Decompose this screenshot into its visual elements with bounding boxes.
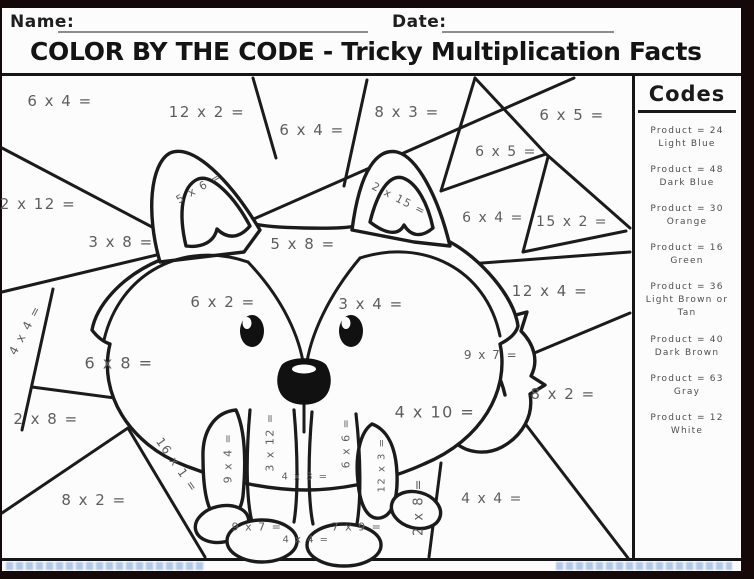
name-label: Name:: [10, 12, 75, 32]
equation-label: 4 x 4 =: [6, 302, 44, 358]
equation-label: 6 x 2 =: [190, 293, 256, 311]
watermark-left: [6, 562, 204, 570]
fox-legs: [245, 408, 362, 526]
fox-right-ear: [350, 149, 452, 248]
equation-label: 4 x 10 =: [394, 402, 476, 422]
equation-label: 9 x 7 =: [463, 348, 519, 362]
equation-label: 6 x 8 =: [84, 353, 154, 373]
equation-label: 6 x 4 =: [279, 121, 345, 139]
date-label: Date:: [392, 12, 447, 32]
equation-label: 16 x 1 =: [153, 434, 201, 496]
code-entry: Product = 48 Dark Blue: [650, 165, 724, 189]
equation-label: 4 x 3 =: [281, 471, 329, 483]
equation-label: 6 x 4 =: [462, 210, 524, 226]
fox-left-foot: [225, 518, 299, 564]
equation-label: 3 x 12 =: [263, 412, 277, 472]
equation-label: 3 x 8 =: [88, 233, 154, 251]
code-entry: Product = 12 White: [650, 412, 724, 436]
code-entry: Product = 30 Orange: [650, 204, 724, 228]
fox-left-ear: [150, 149, 262, 264]
codes-list: Product = 24 Light Blue Product = 48 Dark B…: [636, 125, 738, 438]
equation-label: 9 x 4 =: [221, 432, 235, 484]
equation-label: 12 x 4 =: [511, 282, 589, 300]
codes-panel: Codes Product = 24 Light Blue Product = 48…: [636, 82, 738, 451]
equation-label: 2 x 12 =: [0, 195, 77, 213]
fox-eyes: [240, 315, 363, 347]
equation-label: 12 x 2 =: [168, 103, 246, 121]
name-blank-line: [58, 31, 368, 33]
equation-label: 4 x 4 =: [461, 491, 523, 507]
code-entry: Product = 63 Gray: [650, 373, 724, 397]
equation-label: 9 x 7 =: [231, 520, 283, 534]
fox-head: [90, 222, 520, 492]
code-entry: Product = 24 Light Blue: [650, 126, 724, 150]
equation-label: 6 x 5 =: [475, 144, 537, 160]
fox-right-foot: [305, 522, 383, 568]
equation-label: 2 x 8 =: [411, 477, 427, 537]
equation-label: 6 x 6 =: [339, 417, 353, 469]
code-entry: Product = 36 Light Brown or Tan: [645, 282, 729, 319]
equation-label: 5 x 8 =: [270, 235, 336, 253]
equation-label: 6 x 5 =: [539, 106, 605, 124]
codes-title: Codes: [638, 82, 736, 113]
equation-label: 7 x 9 =: [331, 520, 383, 534]
equation-label: 8 x 2 =: [530, 385, 596, 403]
fox-right-paw: [389, 489, 443, 531]
code-entry: Product = 16 Green: [650, 243, 724, 267]
date-blank-line: [442, 31, 614, 33]
equation-label: 4 x 4 =: [282, 534, 330, 546]
equation-label: 2 x 15 =: [369, 179, 429, 219]
equation-label: 6 x 4 =: [27, 92, 93, 110]
worksheet-title: COLOR BY THE CODE - Tricky Multiplicatio…: [30, 37, 702, 66]
equation-label: 15 x 2 =: [535, 214, 609, 230]
equation-label: 8 x 2 =: [61, 491, 127, 509]
fox-nose: [277, 358, 331, 405]
equation-label: 5 x 6 =: [173, 169, 225, 207]
watermark-right: [556, 562, 732, 570]
equation-label: 12 x 3 =: [376, 437, 388, 493]
equation-label: 2 x 8 =: [13, 410, 79, 428]
equation-label: 3 x 4 =: [338, 295, 404, 313]
equation-label: 8 x 3 =: [374, 103, 440, 121]
code-entry: Product = 40 Dark Brown: [650, 334, 724, 358]
